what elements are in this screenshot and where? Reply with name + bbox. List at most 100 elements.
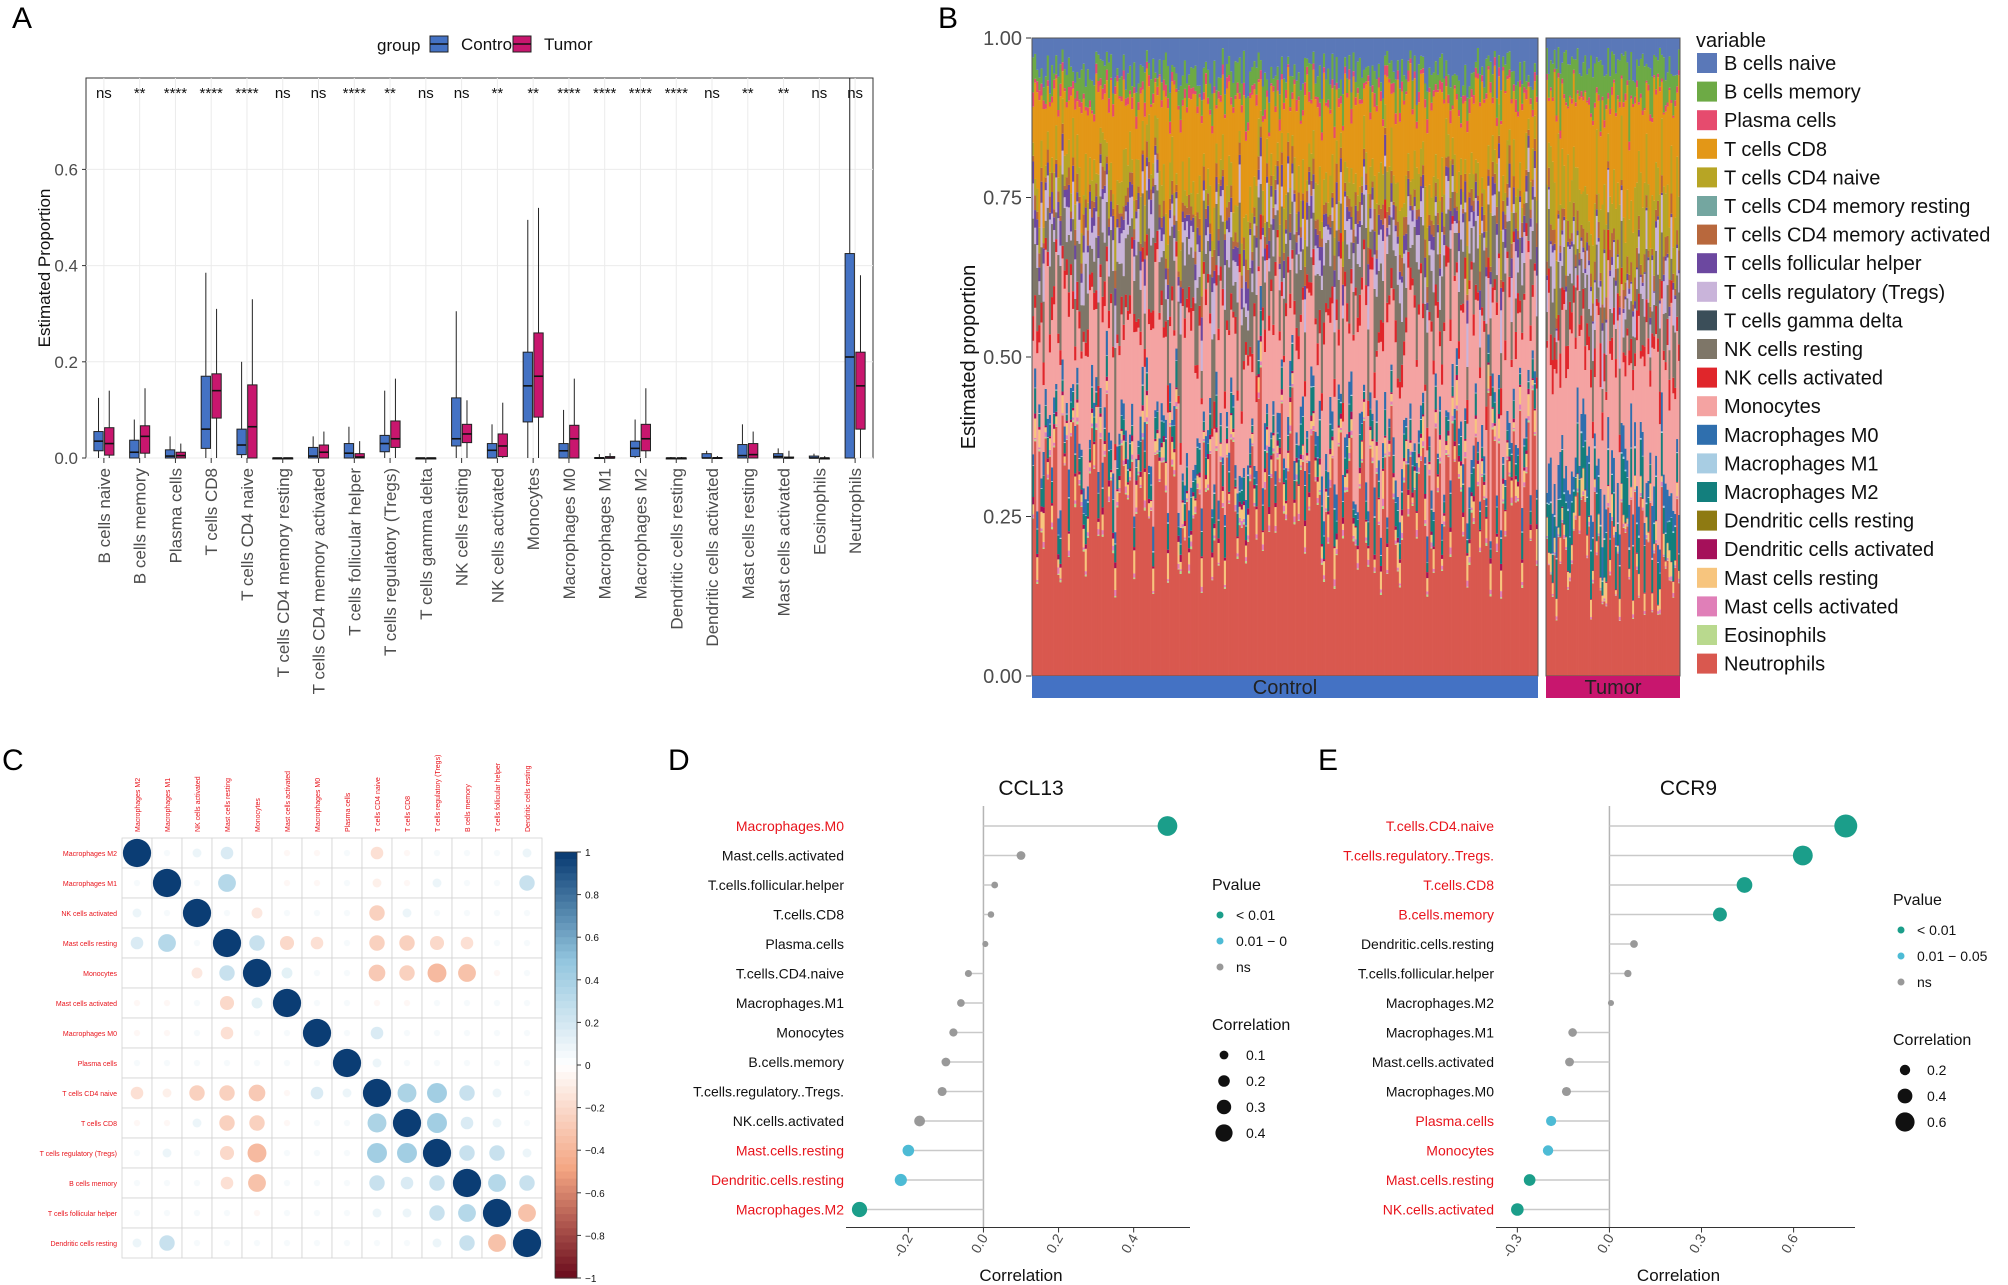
panel-b-stack-segment bbox=[1099, 38, 1102, 60]
panel-b-stack-segment bbox=[1101, 534, 1105, 537]
panel-b-stack-segment bbox=[1156, 172, 1159, 191]
panel-b-stack-segment bbox=[1093, 417, 1096, 442]
panel-b-stack-segment bbox=[1166, 522, 1170, 524]
panel-b-stack-segment bbox=[1194, 512, 1197, 515]
panel-b-stack-segment bbox=[1084, 199, 1088, 208]
panel-b-stack-segment bbox=[1441, 232, 1444, 277]
panel-b-stack-segment bbox=[1137, 186, 1140, 193]
panel-b-stack-segment bbox=[1367, 38, 1370, 67]
panel-b-stack-segment bbox=[1360, 461, 1364, 463]
panel-b-stack-segment bbox=[1555, 328, 1558, 331]
panel-b-stack-segment bbox=[1373, 516, 1377, 518]
panel-b-stack-segment bbox=[1084, 110, 1088, 154]
panel-b-stack-segment bbox=[1306, 437, 1309, 439]
panel-b-stack-segment bbox=[1512, 91, 1516, 140]
panel-b-stack-segment bbox=[1333, 126, 1336, 139]
panel-b-stack-segment bbox=[1181, 222, 1185, 243]
panel-b-stack-segment bbox=[1209, 185, 1212, 224]
panel-b-stack-segment bbox=[1553, 537, 1556, 553]
panel-b-stack-segment bbox=[1048, 334, 1052, 353]
panel-b-stack-segment bbox=[1272, 324, 1275, 336]
panel-b-stack-segment bbox=[1415, 219, 1419, 236]
panel-b-stack-segment bbox=[1561, 230, 1564, 235]
panel-b-stack-segment bbox=[1053, 88, 1056, 173]
panel-b-stack-segment bbox=[1474, 392, 1478, 394]
panel-b-stack-segment bbox=[1162, 250, 1166, 328]
panel-b-stack-segment bbox=[1415, 359, 1419, 367]
panel-b-stack-segment bbox=[1097, 536, 1100, 676]
panel-b-stack-segment bbox=[1274, 275, 1277, 472]
panel-b-stack-segment bbox=[1396, 70, 1400, 80]
panel-b-stack-segment bbox=[1040, 68, 1043, 84]
panel-b-stack-segment bbox=[1196, 113, 1199, 194]
panel-b-stack-segment bbox=[1495, 507, 1499, 534]
panel-b-stack-segment bbox=[1219, 412, 1223, 426]
panel-b-stack-segment bbox=[1398, 522, 1402, 544]
panel-b-stack-segment bbox=[1373, 517, 1377, 555]
panel-b-stack-segment bbox=[1519, 190, 1522, 197]
panel-b-stack-segment bbox=[1483, 474, 1486, 482]
panel-b-stack-segment bbox=[1546, 503, 1549, 517]
panel-b-stack-segment bbox=[1384, 55, 1387, 66]
panel-b-stack-segment bbox=[1312, 429, 1315, 431]
panel-b-stack-segment bbox=[1502, 241, 1505, 282]
panel-b-stack-segment bbox=[1316, 504, 1320, 676]
panel-b-stack-segment bbox=[1076, 173, 1079, 193]
panel-b-stack-segment bbox=[1072, 407, 1075, 411]
panel-b-stack-segment bbox=[1320, 505, 1324, 507]
panel-b-stack-segment bbox=[1249, 438, 1252, 453]
panel-b-stack-segment bbox=[1417, 473, 1421, 676]
panel-b-stack-segment bbox=[1179, 280, 1183, 288]
panel-b-stack-segment bbox=[1145, 395, 1149, 418]
panel-b-stack-segment bbox=[1451, 105, 1455, 110]
panel-b-stack-segment bbox=[1379, 229, 1383, 264]
panel-b-stack-segment bbox=[1312, 386, 1315, 387]
panel-b-stack-segment bbox=[1303, 396, 1307, 471]
panel-b-stack-segment bbox=[1238, 38, 1242, 58]
panel-b-stack-segment bbox=[1278, 130, 1282, 225]
panel-b-stack-segment bbox=[1379, 554, 1383, 556]
panel-b-stack-segment bbox=[1561, 234, 1564, 266]
panel-b-stack-segment bbox=[1118, 243, 1121, 264]
panel-b-stack-segment bbox=[1074, 82, 1077, 99]
panel-b-stack-segment bbox=[1417, 304, 1421, 315]
panel-b-stack-segment bbox=[1196, 287, 1199, 366]
panel-a-ylabel: Estimated Proportion bbox=[35, 189, 54, 348]
panel-b-stack-segment bbox=[1428, 436, 1431, 447]
panel-b-stack-segment bbox=[1400, 91, 1404, 208]
panel-b-stack-segment bbox=[1551, 245, 1554, 253]
panel-b-stack-segment bbox=[1310, 180, 1313, 196]
panel-b-stack-segment bbox=[1202, 38, 1206, 68]
panel-b-stack-segment bbox=[1295, 254, 1298, 274]
panel-b-stack-segment bbox=[1084, 106, 1088, 111]
panel-b-stack-segment bbox=[1255, 105, 1258, 186]
panel-b-stack-segment bbox=[1297, 211, 1301, 236]
panel-b-stack-segment bbox=[1247, 541, 1250, 676]
panel-b-stack-segment bbox=[1453, 38, 1457, 74]
panel-b-stack-segment bbox=[1314, 182, 1317, 221]
panel-a-xtick-label: NK cells activated bbox=[488, 468, 507, 603]
panel-b-stack-segment bbox=[1394, 124, 1398, 184]
panel-b-stack-segment bbox=[1525, 89, 1528, 100]
panel-b-stack-segment bbox=[1516, 111, 1520, 117]
panel-b-stack-segment bbox=[1436, 490, 1440, 493]
panel-b-stack-segment bbox=[1274, 532, 1277, 676]
panel-b-stack-segment bbox=[1065, 177, 1069, 190]
panel-b-stack-segment bbox=[1133, 573, 1136, 578]
panel-b-stack-segment bbox=[1276, 440, 1280, 446]
panel-b-stack-segment bbox=[1365, 81, 1368, 85]
panel-b-stack-segment bbox=[1348, 38, 1351, 56]
panel-b-stack-segment bbox=[1255, 539, 1258, 676]
panel-b-stack-segment bbox=[1514, 212, 1518, 229]
panel-b-stack-segment bbox=[1274, 189, 1277, 205]
panel-b-stack-segment bbox=[1519, 237, 1522, 301]
panel-b-stack-segment bbox=[1436, 458, 1440, 475]
panel-b-stack-segment bbox=[1234, 333, 1237, 466]
panel-b-stack-segment bbox=[1230, 413, 1233, 416]
panel-b-stack-segment bbox=[1500, 124, 1503, 231]
panel-b-stack-segment bbox=[1447, 74, 1450, 95]
panel-b-stack-segment bbox=[1234, 95, 1237, 100]
panel-b-stack-segment bbox=[1253, 505, 1256, 507]
panel-b-stack-segment bbox=[1504, 192, 1507, 215]
panel-b-stack-segment bbox=[1074, 360, 1077, 426]
